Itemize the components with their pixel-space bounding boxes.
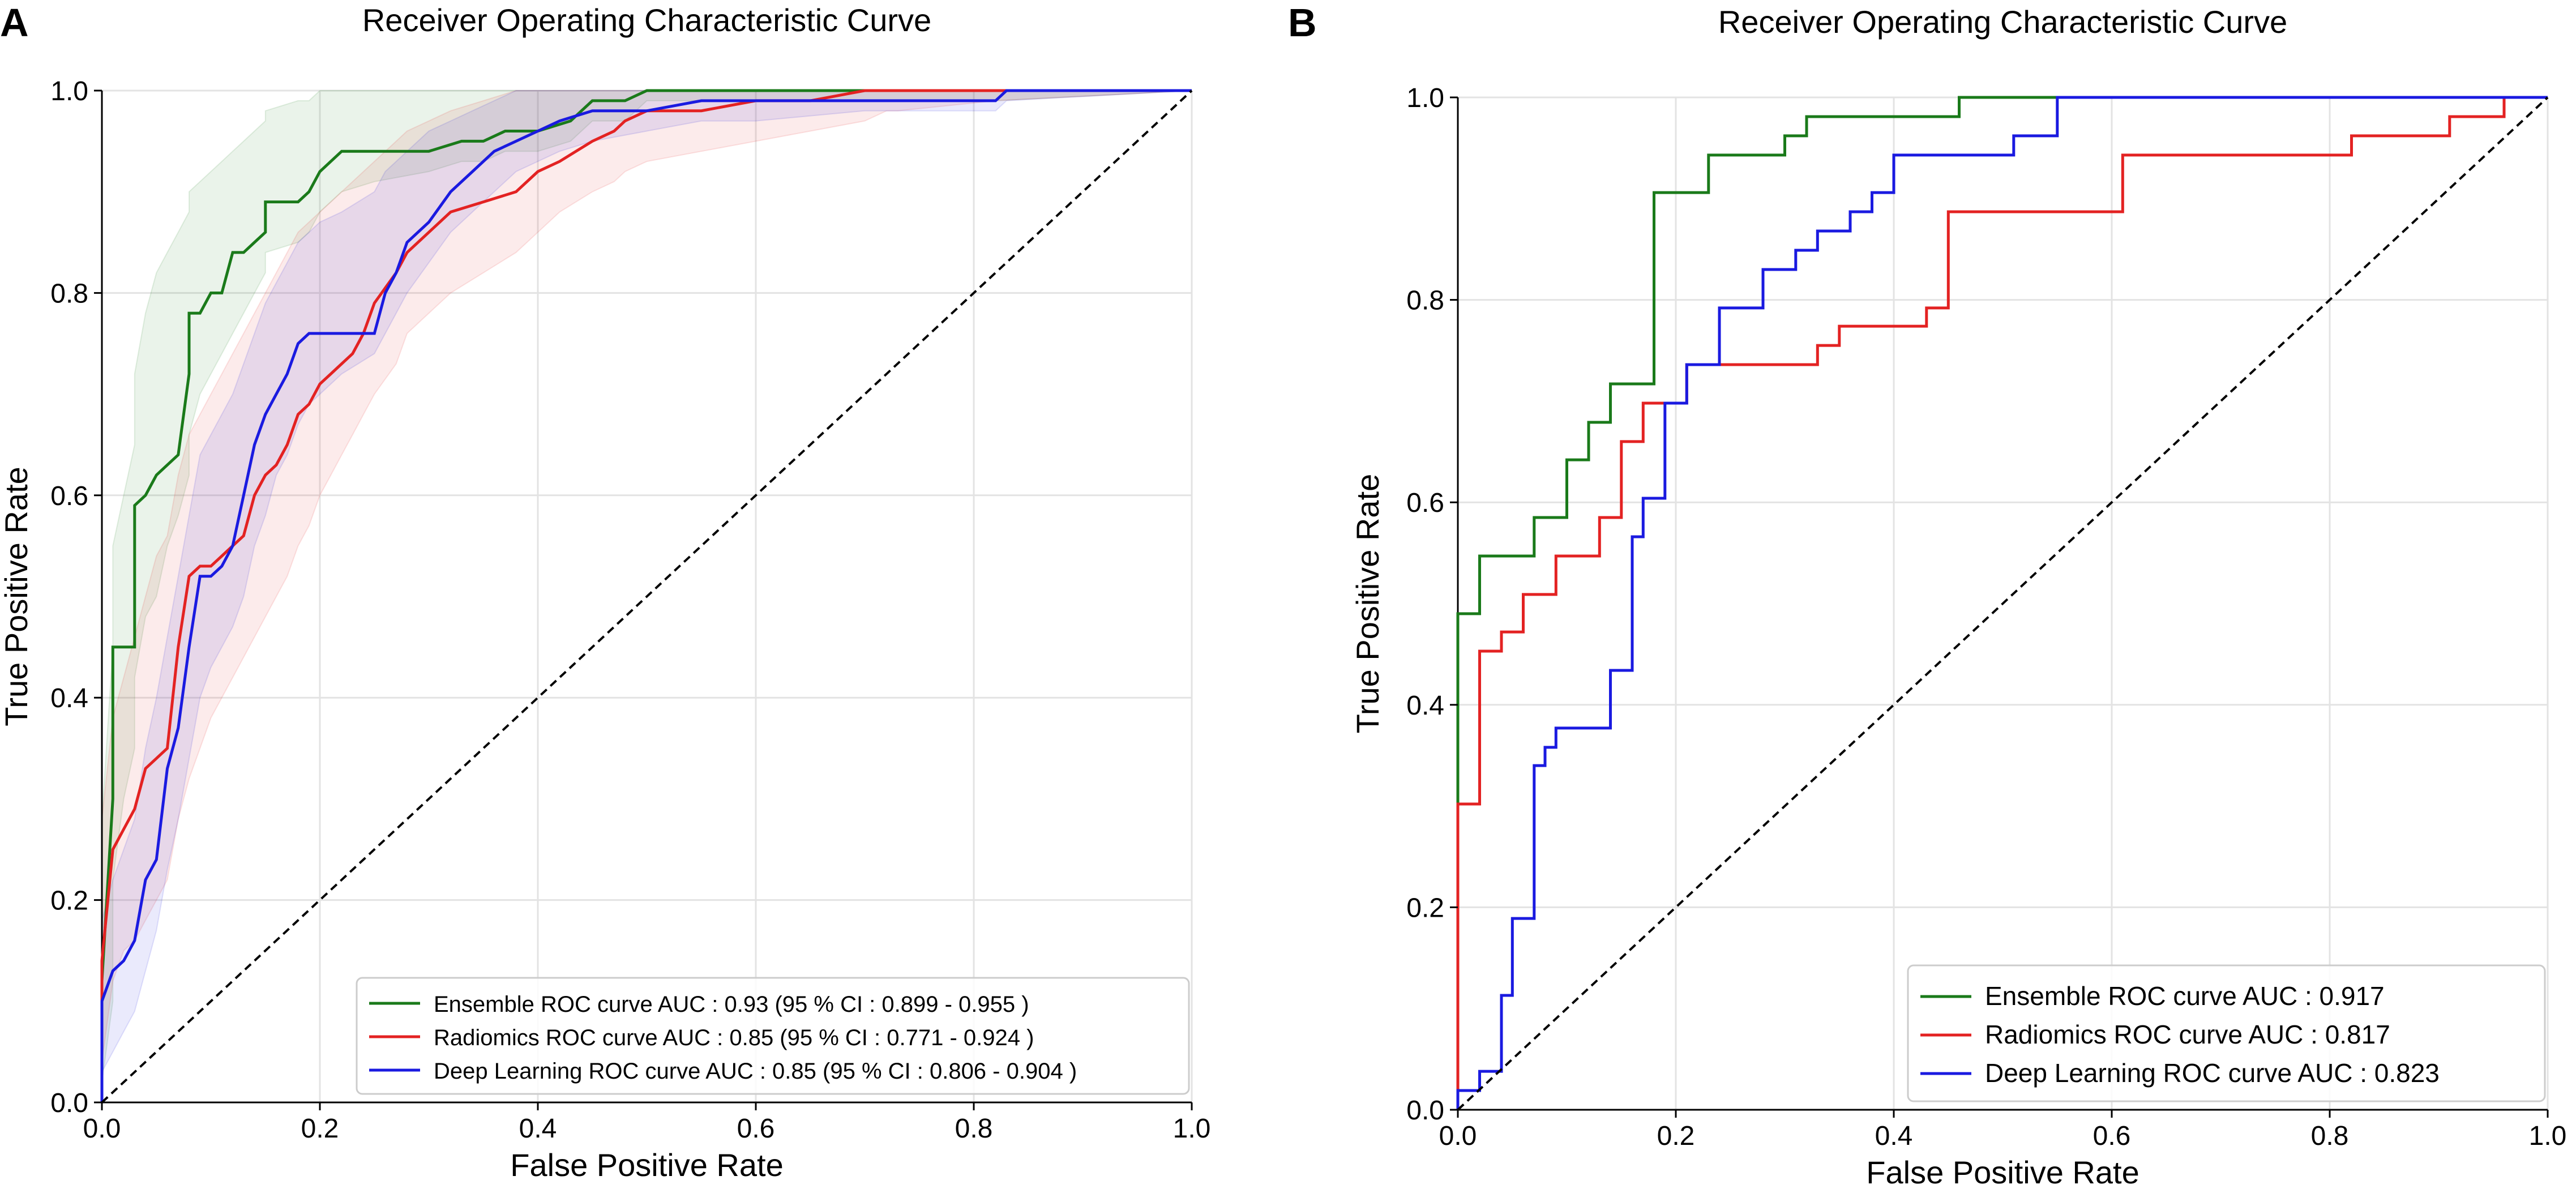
y-tick-label: 0.8 [1406, 286, 1444, 316]
legend-label: Ensemble ROC curve AUC : 0.917 [1985, 981, 2385, 1011]
chart-title: Receiver Operating Characteristic Curve [1718, 4, 2287, 40]
y-tick-label: 0.2 [50, 886, 88, 916]
legend: Ensemble ROC curve AUC : 0.917 Radiomics … [1907, 964, 2546, 1102]
x-tick-label: 0.6 [737, 1114, 775, 1144]
y-tick-label: 1.0 [1406, 83, 1444, 113]
ci-band-deep [101, 90, 1192, 1102]
x-tick-label: 0.4 [519, 1114, 557, 1144]
series-line-radiomics [100, 89, 1192, 1102]
y-tick-label: 0.6 [1406, 488, 1444, 518]
legend-label: Deep Learning ROC curve AUC : 0.85 (95 %… [434, 1059, 1077, 1084]
ci-band-radiomics [101, 90, 1192, 1102]
legend: Ensemble ROC curve AUC : 0.93 (95 % CI :… [356, 977, 1190, 1095]
panel-letter: A [0, 1, 29, 45]
x-tick-label: 0.2 [1657, 1121, 1695, 1151]
series-line-ensemble [1456, 96, 2548, 1110]
x-tick-label: 1.0 [2529, 1121, 2567, 1151]
x-tick-label: 0.2 [301, 1114, 339, 1144]
roc-chart-b: 0.0 0.2 0.4 0.6 0.8 1.0 0.0 0.2 0.4 0.6 0.8 1.0 Rece… [1350, 4, 2567, 1190]
x-tick-label: 0.8 [2311, 1121, 2349, 1151]
y-axis-label: True Positive Rate [0, 467, 34, 726]
legend-box [1907, 964, 2546, 1102]
legend-label: Radiomics ROC curve AUC : 0.817 [1985, 1020, 2390, 1049]
roc-chart-a: 0.0 0.2 0.4 0.6 0.8 1.0 0.0 0.2 0.4 0.6 0.8 1.0 Rece… [0, 2, 1211, 1183]
x-tick-label: 0.0 [83, 1114, 121, 1144]
chart-title: Receiver Operating Characteristic Curve [362, 2, 931, 38]
panel-letter: B [1288, 1, 1317, 45]
y-tick-label: 0.4 [50, 683, 88, 713]
x-tick-label: 1.0 [1173, 1114, 1211, 1144]
legend-box [356, 977, 1190, 1095]
series-line-deep [1456, 96, 2548, 1110]
legend-label: Ensemble ROC curve AUC : 0.93 (95 % CI :… [434, 992, 1029, 1017]
ci-band-ensemble [101, 90, 1192, 1102]
y-tick-label: 0.6 [50, 481, 88, 511]
panel-b: B 0.0 0.2 0.4 0.6 0.8 1.0 0.0 0.2 0.4 0.6 0.8 1.0 Re… [1288, 0, 2576, 1193]
y-tick-label: 0.0 [50, 1088, 88, 1118]
series-line-deep [100, 89, 1192, 1102]
panel-a: A 0.0 0.2 0.4 0.6 0.8 1.0 0.0 0.2 0.4 0.6 0.8 1.0 Re… [0, 1, 1211, 1183]
y-tick-label: 0.8 [50, 279, 88, 309]
legend-label: Deep Learning ROC curve AUC : 0.823 [1985, 1058, 2440, 1088]
legend-label: Radiomics ROC curve AUC : 0.85 (95 % CI … [434, 1025, 1034, 1050]
series-line-ensemble [100, 89, 1192, 1102]
x-axis-label: False Positive Rate [510, 1147, 783, 1183]
x-axis-label: False Positive Rate [1866, 1154, 2139, 1190]
x-tick-label: 0.6 [2093, 1121, 2131, 1151]
y-tick-label: 0.0 [1406, 1096, 1444, 1126]
chance-diagonal-line [101, 89, 1193, 1104]
y-tick-label: 0.4 [1406, 691, 1444, 721]
y-axis-label: True Positive Rate [1350, 474, 1385, 734]
x-tick-label: 0.4 [1875, 1121, 1913, 1151]
y-tick-label: 0.2 [1406, 893, 1444, 923]
x-tick-label: 0.0 [1439, 1121, 1477, 1151]
y-tick-label: 1.0 [50, 76, 88, 106]
x-tick-label: 0.8 [955, 1114, 993, 1144]
chance-diagonal-line [1457, 96, 2549, 1111]
